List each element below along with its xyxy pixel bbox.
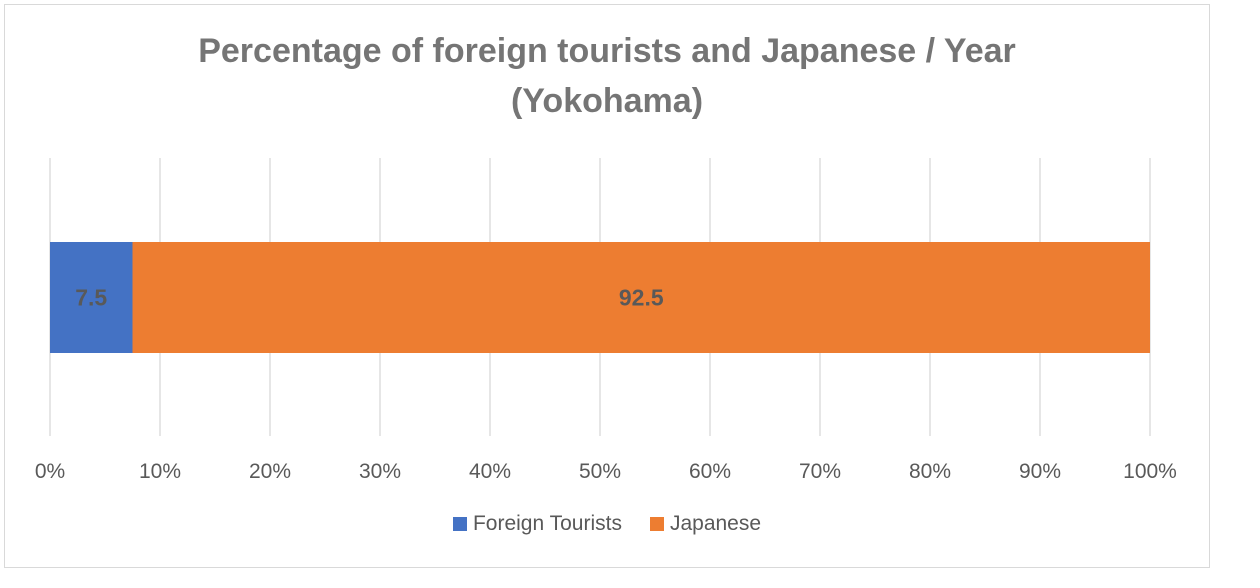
chart-title-line-2: (Yokohama) <box>510 82 704 120</box>
legend-swatch-japanese <box>649 517 664 531</box>
legend-label-foreign-tourists: Foreign Tourists <box>472 512 622 535</box>
legend-swatch-foreign-tourists <box>452 517 467 531</box>
chart-plot-area: 7.5 92.5 0% 10% 20% 30% 40% 50% 60% 70% 80% 90% 100% <box>35 158 1177 483</box>
legend-label-japanese: Japanese <box>669 512 762 535</box>
chart-legend: Foreign Tourists Japanese <box>0 512 1214 536</box>
legend-item-foreign-tourists: Foreign Tourists <box>452 512 622 536</box>
x-tick-label-2: 20% <box>249 460 291 483</box>
chart-title-line-1: Percentage of foreign tourists and Japan… <box>198 32 1016 70</box>
x-tick-label-10: 100% <box>1123 460 1177 483</box>
data-label-foreign-tourists: 7.5 <box>75 285 107 311</box>
chart-title: Percentage of foreign tourists and Japan… <box>0 26 1214 126</box>
x-tick-label-6: 60% <box>689 460 731 483</box>
bar-foreign-tourists <box>50 242 133 353</box>
x-tick-label-7: 70% <box>799 460 841 483</box>
x-tick-label-1: 10% <box>139 460 181 483</box>
legend-item-japanese: Japanese <box>649 512 762 536</box>
x-tick-label-9: 90% <box>1019 460 1061 483</box>
x-tick-label-4: 40% <box>469 460 511 483</box>
x-tick-label-8: 80% <box>909 460 951 483</box>
x-tick-label-0: 0% <box>35 460 65 483</box>
x-tick-label-3: 30% <box>359 460 401 483</box>
bar-japanese <box>132 242 1150 353</box>
x-tick-label-5: 50% <box>579 460 621 483</box>
data-label-japanese: 92.5 <box>619 285 664 311</box>
